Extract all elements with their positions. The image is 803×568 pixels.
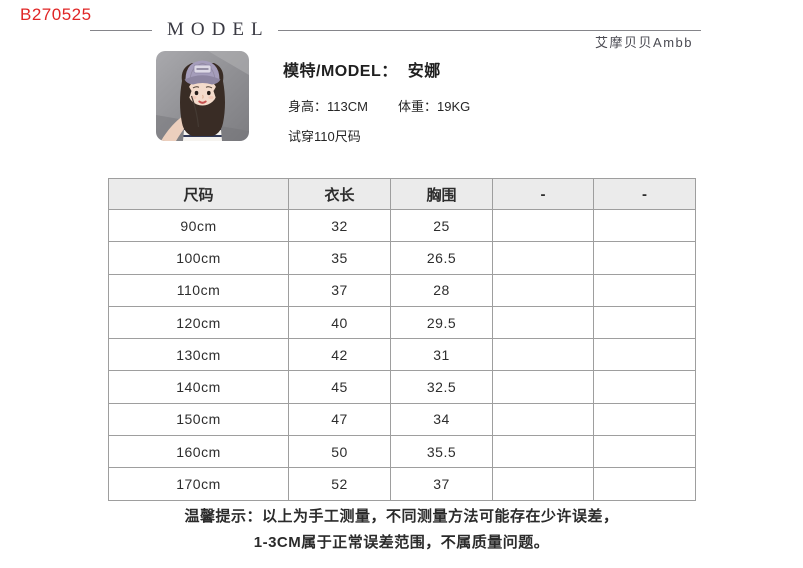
table-cell: 170cm — [108, 467, 289, 501]
column-header: 胸围 — [390, 178, 493, 210]
table-cell: 37 — [288, 273, 391, 307]
table-cell — [593, 435, 696, 469]
table-cell: 34 — [390, 402, 493, 437]
height-value: 113CM — [327, 99, 368, 114]
table-cell — [593, 370, 696, 404]
table-cell — [492, 370, 594, 404]
table-row: 110cm 37 28 — [108, 273, 696, 307]
table-cell: 35.5 — [390, 435, 493, 469]
table-cell — [593, 273, 696, 307]
table-cell: 35 — [288, 241, 391, 275]
table-cell: 90cm — [108, 208, 289, 243]
table-row: 160cm 50 35.5 — [108, 435, 696, 469]
table-cell: 32.5 — [390, 370, 493, 404]
table-cell: 160cm — [108, 435, 289, 469]
table-cell: 26.5 — [390, 241, 493, 275]
table-cell: 140cm — [108, 370, 289, 404]
footer-note: 温馨提示：以上为手工测量，不同测量方法可能存在少许误差， 1-3CM属于正常误差… — [0, 504, 803, 556]
table-cell — [492, 435, 594, 469]
table-cell: 29.5 — [390, 305, 493, 340]
model-info: 模特/MODEL： 安娜 身高：113CM 体重：19KG 试穿110尺码 — [283, 57, 470, 145]
table-cell: 150cm — [108, 402, 289, 437]
table-cell: 40 — [288, 305, 391, 340]
table-row: 170cm 52 37 — [108, 467, 696, 501]
fit-note: 试穿110尺码 — [288, 129, 361, 144]
model-title: MODEL — [167, 19, 270, 40]
table-cell: 120cm — [108, 305, 289, 340]
table-row: 120cm 40 29.5 — [108, 305, 696, 340]
table-cell: 31 — [390, 338, 493, 372]
footer-line-2: 1-3CM属于正常误差范围，不属质量问题。 — [253, 534, 550, 551]
table-cell — [492, 241, 594, 275]
table-cell: 45 — [288, 370, 391, 404]
table-header-row: 尺码 衣长 胸围 - - — [108, 178, 696, 210]
table-cell — [492, 208, 594, 243]
column-header: 尺码 — [108, 178, 289, 210]
table-cell — [492, 467, 594, 501]
table-row: 100cm 35 26.5 — [108, 241, 696, 275]
column-header: - — [593, 178, 696, 210]
table-cell — [492, 305, 594, 340]
table-cell: 25 — [390, 208, 493, 243]
child-model-photo-icon — [156, 51, 249, 141]
divider-line-right — [277, 29, 701, 31]
brand-name: 艾摩贝贝Ambb — [595, 35, 693, 50]
size-table: 尺码 衣长 胸围 - -90cm 32 25 100cm 35 26.5 110cm 37 28 120c… — [108, 178, 696, 501]
weight-label: 体重： — [397, 99, 437, 114]
table-cell: 47 — [288, 402, 391, 437]
column-header: 衣长 — [288, 178, 391, 210]
divider-line-left — [90, 29, 152, 31]
model-photo — [156, 51, 249, 141]
table-cell: 42 — [288, 338, 391, 372]
table-cell — [593, 338, 696, 372]
weight-value: 19KG — [436, 99, 471, 114]
table-cell — [593, 305, 696, 340]
table-cell: 50 — [288, 435, 391, 469]
height-label: 身高： — [288, 99, 328, 114]
model-header: MODEL — [90, 19, 701, 41]
model-name: 安娜 — [407, 63, 441, 80]
table-row: 130cm 42 31 — [108, 338, 696, 372]
column-header: - — [492, 178, 594, 210]
product-code: B270525 — [20, 5, 92, 24]
model-stats-row: 身高：113CM 体重：19KG — [288, 96, 470, 115]
table-cell — [492, 402, 594, 437]
table-cell: 100cm — [108, 241, 289, 275]
table-cell: 37 — [390, 467, 493, 501]
table-cell — [492, 273, 594, 307]
table-cell — [593, 208, 696, 243]
table-cell — [593, 241, 696, 275]
table-cell — [492, 338, 594, 372]
model-name-row: 模特/MODEL： 安娜 — [283, 57, 470, 81]
model-label: 模特/MODEL： — [283, 63, 398, 80]
table-cell: 52 — [288, 467, 391, 501]
table-cell: 130cm — [108, 338, 289, 372]
table-cell — [593, 467, 696, 501]
table-cell: 32 — [288, 208, 391, 243]
table-cell: 110cm — [108, 273, 289, 307]
table-row: 140cm 45 32.5 — [108, 370, 696, 404]
footer-line-1: 温馨提示：以上为手工测量，不同测量方法可能存在少许误差， — [184, 508, 619, 525]
table-row: 150cm 47 34 — [108, 402, 696, 437]
table-row: 90cm 32 25 — [108, 208, 696, 243]
table-cell: 28 — [390, 273, 493, 307]
table-cell — [593, 402, 696, 437]
